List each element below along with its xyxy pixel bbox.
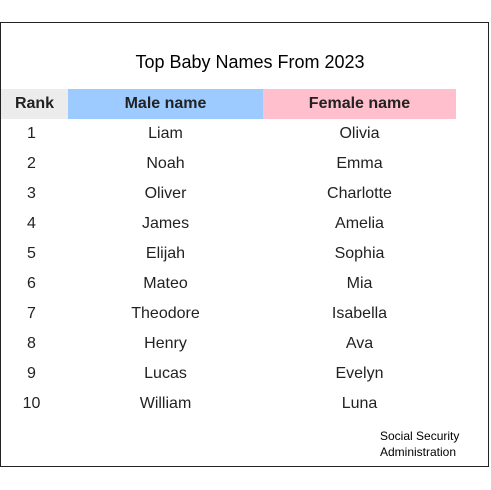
rank-cell: 6 bbox=[27, 275, 36, 292]
table-row: 6 Mateo Mia bbox=[0, 269, 491, 299]
table-row: 7 Theodore Isabella bbox=[0, 299, 491, 329]
male-name-cell: Henry bbox=[144, 335, 187, 352]
female-name-cell: Charlotte bbox=[327, 185, 392, 202]
table-row: 4 James Amelia bbox=[0, 209, 491, 239]
male-name-cell: William bbox=[139, 395, 192, 412]
female-name-cell: Amelia bbox=[335, 215, 384, 232]
table-row: 9 Lucas Evelyn bbox=[0, 359, 491, 389]
table-title: Top Baby Names From 2023 bbox=[135, 52, 365, 72]
female-name-column-header: Female name bbox=[263, 89, 456, 119]
source-line-1: Social Security bbox=[380, 429, 460, 443]
male-name-cell: Lucas bbox=[144, 365, 187, 382]
female-name-cell: Ava bbox=[345, 335, 374, 352]
rank-cell: 9 bbox=[27, 365, 36, 382]
rank-cell: 1 bbox=[27, 125, 36, 142]
rank-cell: 3 bbox=[27, 185, 36, 202]
table-row: 3 Oliver Charlotte bbox=[0, 179, 491, 209]
female-name-cell: Emma bbox=[336, 155, 383, 172]
rank-cell: 4 bbox=[27, 215, 36, 232]
source-credit: Social Security Administration bbox=[380, 428, 485, 460]
female-name-cell: Olivia bbox=[339, 125, 380, 142]
male-name-column-header: Male name bbox=[68, 89, 263, 119]
female-name-cell: Sophia bbox=[334, 245, 385, 262]
male-name-cell: James bbox=[141, 215, 190, 232]
rank-cell: 5 bbox=[27, 245, 36, 262]
female-name-cell: Luna bbox=[341, 395, 378, 412]
table-row: 1 Liam Olivia bbox=[0, 119, 491, 149]
male-name-cell: Elijah bbox=[145, 245, 186, 262]
rank-cell: 2 bbox=[27, 155, 36, 172]
female-name-cell: Isabella bbox=[331, 305, 388, 322]
female-name-cell: Mia bbox=[346, 275, 373, 292]
rank-cell: 7 bbox=[27, 305, 36, 322]
table-row: 2 Noah Emma bbox=[0, 149, 491, 179]
rank-cell: 8 bbox=[27, 335, 36, 352]
table-row: 5 Elijah Sophia bbox=[0, 239, 491, 269]
female-name-cell: Evelyn bbox=[335, 365, 384, 382]
table-row: 10 William Luna bbox=[0, 389, 491, 419]
male-name-cell: Noah bbox=[146, 155, 185, 172]
rank-cell: 10 bbox=[22, 395, 41, 412]
table-body: 1 Liam Olivia 2 Noah Emma 3 Oliver Charl… bbox=[0, 119, 491, 419]
male-name-cell: Liam bbox=[148, 125, 183, 142]
male-name-cell: Oliver bbox=[144, 185, 187, 202]
table-row: 8 Henry Ava bbox=[0, 329, 491, 359]
male-name-cell: Mateo bbox=[143, 275, 188, 292]
source-line-2: Administration bbox=[380, 445, 457, 459]
rank-column-header: Rank bbox=[1, 89, 68, 119]
male-name-cell: Theodore bbox=[131, 305, 200, 322]
